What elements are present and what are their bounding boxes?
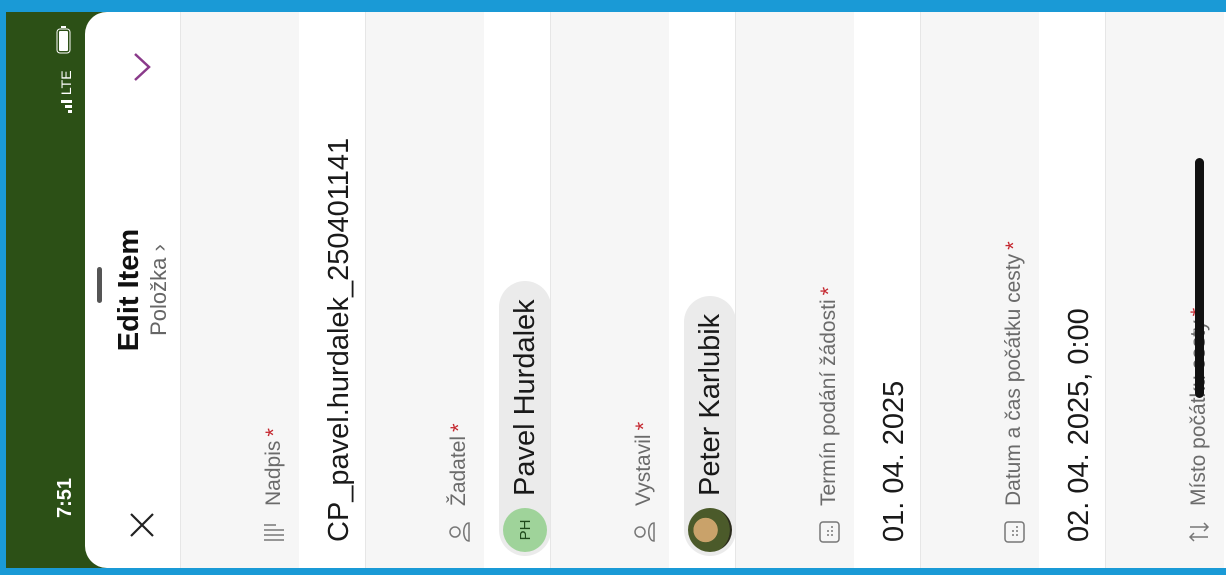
header-subtitle-text: Položka — [146, 258, 171, 336]
header-title: Edit Item — [113, 12, 146, 568]
required-mark: * — [631, 422, 657, 431]
field-label-row: Žadatel * — [446, 423, 472, 544]
field-label: Termín podání žádosti — [817, 299, 841, 506]
field-label-row: Vystavil * — [631, 422, 657, 544]
field-label: Žadatel — [447, 436, 471, 506]
avatar-initials: PH — [503, 508, 547, 552]
required-mark: * — [1001, 241, 1027, 250]
field-icon — [1187, 520, 1211, 544]
required-mark: * — [261, 428, 287, 437]
field-value[interactable]: 01. 04. 2025 — [878, 381, 911, 542]
drag-handle — [97, 267, 102, 303]
field-label: Vystavil — [632, 434, 656, 506]
icon — [447, 520, 471, 544]
battery-icon — [56, 24, 71, 54]
signal-icon — [60, 99, 72, 113]
icon — [262, 520, 286, 544]
icon — [817, 520, 841, 544]
person-name: Pavel Hurdalek — [509, 299, 542, 496]
field-icon — [632, 520, 656, 544]
field-label-row: Datum a čas počátku cesty * — [1001, 241, 1027, 544]
time: 7:51 — [54, 478, 77, 518]
field-icon — [447, 520, 471, 544]
field-label: Nadpis — [262, 441, 286, 506]
network: LTE — [58, 70, 74, 113]
field-label: Datum a čas počátku cesty — [1002, 254, 1026, 506]
screen: 7:51 LTE Edit Item Položka › Nadpis * CP_p… — [6, 12, 1226, 568]
header-subtitle[interactable]: Položka › — [146, 12, 172, 568]
field-icon — [1002, 520, 1026, 544]
save-button[interactable] — [127, 52, 157, 82]
form-card: Edit Item Položka › Nadpis * CP_pavel.hurd… — [85, 12, 1226, 568]
icon — [1002, 520, 1026, 544]
person-chip[interactable]: PH Pavel Hurdalek — [499, 281, 551, 556]
avatar-photo — [688, 508, 732, 552]
field-icon — [262, 520, 286, 544]
home-indicator — [1195, 158, 1204, 398]
required-mark: * — [816, 287, 842, 296]
header: Edit Item Položka › — [113, 12, 172, 568]
phone: 7:51 LTE Edit Item Položka › Nadpis * CP_p… — [0, 0, 1226, 575]
icon — [1187, 520, 1211, 544]
field-label-row: Nadpis * — [261, 428, 287, 544]
field-value[interactable]: CP_pavel.hurdalek_250401141 — [323, 138, 356, 542]
icon — [632, 520, 656, 544]
page: 7:51 LTE Edit Item Položka › Nadpis * CP_p… — [0, 0, 1226, 575]
network-label: LTE — [58, 70, 74, 95]
field-label-row: Termín podání žádosti * — [816, 287, 842, 544]
field-icon — [817, 520, 841, 544]
person-chip[interactable]: Peter Karlubik — [684, 296, 736, 556]
field-value[interactable]: 02. 04. 2025, 0:00 — [1063, 308, 1096, 542]
person-name: Peter Karlubik — [694, 314, 727, 496]
required-mark: * — [446, 423, 472, 432]
